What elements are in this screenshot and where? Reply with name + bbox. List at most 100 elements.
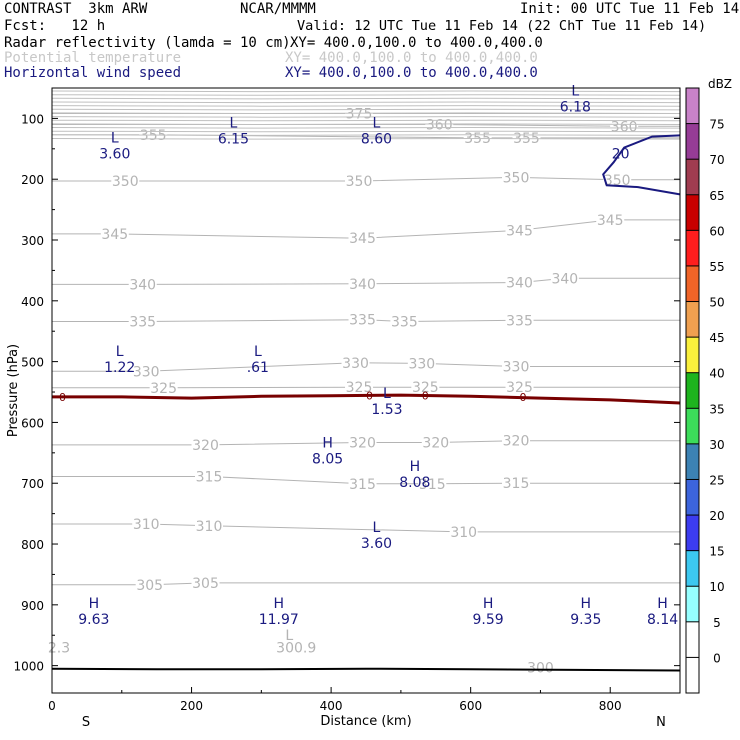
colorbar-swatch bbox=[686, 657, 699, 693]
upper-theta-contour bbox=[51, 116, 681, 118]
theta-label-315: 315 bbox=[503, 476, 530, 492]
theta-contour-330 bbox=[52, 362, 680, 372]
upper-theta-contour bbox=[51, 123, 681, 126]
theta-label-355: 355 bbox=[140, 128, 167, 144]
upper-theta-contour bbox=[51, 112, 681, 115]
theta-label-325: 325 bbox=[346, 380, 373, 396]
forecast-hour: Fcst: 12 h bbox=[4, 18, 106, 34]
colorbar-swatch bbox=[686, 479, 699, 516]
theta-label-315: 315 bbox=[349, 477, 376, 493]
high-marker: H bbox=[657, 596, 668, 612]
colorbar-swatch bbox=[686, 550, 699, 587]
theta-contour-335 bbox=[52, 319, 680, 323]
theta-label-340: 340 bbox=[551, 271, 578, 287]
theta-label-350: 350 bbox=[112, 174, 139, 190]
theta-contour-360 bbox=[52, 124, 680, 127]
upper-theta-contour bbox=[51, 105, 681, 107]
theta-label-bg bbox=[111, 173, 140, 189]
theta-label-bg bbox=[596, 211, 625, 227]
theta-label-bg bbox=[449, 523, 478, 539]
zero-dbz-label: 0 bbox=[59, 391, 66, 404]
theta-label-bg bbox=[505, 379, 534, 395]
theta-label-330: 330 bbox=[133, 364, 160, 380]
field-reflectivity-xy: XY= 400.0,100.0 to 400.0,400.0 bbox=[290, 35, 543, 51]
field-wind-xy: XY= 400.0,100.0 to 400.0,400.0 bbox=[285, 65, 538, 81]
upper-theta-contour bbox=[51, 134, 681, 136]
theta-label-bg bbox=[195, 468, 223, 484]
colorbar-swatch bbox=[686, 515, 699, 551]
theta-label-340: 340 bbox=[129, 277, 156, 293]
theta-label-bg bbox=[421, 434, 450, 450]
colorbar-swatch bbox=[686, 443, 699, 480]
annotation-label: 2.3 bbox=[48, 640, 70, 656]
theta-label-320: 320 bbox=[503, 434, 530, 450]
field-theta-xy: XY= 400.0,100.0 to 400.0,400.0 bbox=[285, 50, 538, 66]
colorbar-tick-label: 25 bbox=[709, 473, 724, 487]
theta-label-305: 305 bbox=[136, 578, 163, 594]
colorbar-tick-label: 55 bbox=[709, 260, 724, 274]
colorbar-tick-label: 65 bbox=[709, 189, 724, 203]
theta-contour-305 bbox=[52, 582, 680, 586]
theta-label-315: 315 bbox=[419, 477, 446, 493]
low-marker: L bbox=[254, 344, 262, 360]
colorbar-tick-label: 45 bbox=[709, 331, 724, 345]
upper-theta-contour bbox=[51, 97, 681, 100]
high-marker: H bbox=[483, 596, 494, 612]
annotation-label: L bbox=[285, 628, 293, 644]
extremum-value: 9.63 bbox=[78, 612, 109, 628]
extremum-value: 1.53 bbox=[371, 402, 402, 418]
theta-contour-340 bbox=[52, 277, 680, 285]
high-marker: H bbox=[322, 435, 333, 451]
y-tick-label: 400 bbox=[21, 295, 44, 309]
theta-label-360: 360 bbox=[426, 117, 453, 133]
colorbar-tick-label: 60 bbox=[709, 224, 724, 238]
theta-label-360: 360 bbox=[611, 119, 638, 135]
theta-label-bg bbox=[502, 169, 531, 185]
theta-label-bg bbox=[502, 475, 531, 491]
theta-label-bg bbox=[463, 129, 492, 145]
extremum-value: 9.35 bbox=[570, 612, 601, 628]
upper-theta-contour bbox=[51, 130, 681, 133]
extremum-value: 9.59 bbox=[473, 612, 504, 628]
colorbar-swatch bbox=[686, 621, 699, 658]
colorbar-swatch bbox=[686, 265, 699, 302]
theta-label-bg bbox=[149, 379, 178, 395]
north-label: N bbox=[656, 715, 666, 730]
y-tick-label: 900 bbox=[21, 599, 44, 613]
zero-dbz-label: 0 bbox=[422, 390, 429, 403]
theta-label-315: 315 bbox=[196, 470, 223, 486]
colorbar-unit: dBZ bbox=[708, 77, 732, 91]
extremum-value: 11.97 bbox=[259, 612, 299, 628]
colorbar-tick-label: 50 bbox=[709, 296, 724, 310]
theta-label-300: 300 bbox=[527, 660, 554, 676]
theta-label-bg bbox=[128, 276, 157, 292]
theta-label-320: 320 bbox=[192, 438, 219, 454]
low-marker: L bbox=[373, 520, 381, 536]
x-tick-label: 0 bbox=[48, 699, 56, 713]
theta-label-345: 345 bbox=[597, 213, 624, 229]
theta-label-bg bbox=[128, 313, 157, 329]
colorbar-swatch bbox=[686, 337, 699, 373]
theta-label-bg bbox=[348, 230, 377, 246]
theta-label-325: 325 bbox=[412, 380, 439, 396]
field-reflectivity: Radar reflectivity (lamda = 10 cm) bbox=[4, 35, 291, 51]
theta-label-345: 345 bbox=[349, 231, 376, 247]
theta-label-335: 335 bbox=[391, 314, 418, 330]
theta-label-bg bbox=[139, 126, 168, 142]
theta-label-bg bbox=[390, 313, 419, 329]
theta-label-bg bbox=[341, 354, 370, 370]
theta-label-305: 305 bbox=[192, 576, 219, 592]
field-wind: Horizontal wind speed bbox=[4, 65, 182, 81]
zero-dbz-label: 0 bbox=[520, 391, 527, 404]
theta-contour-325 bbox=[52, 386, 680, 389]
y-tick-label: 500 bbox=[21, 356, 44, 370]
theta-label-bg bbox=[505, 222, 534, 238]
low-marker: L bbox=[571, 83, 579, 99]
ground-surface-line bbox=[51, 667, 681, 672]
theta-label-310: 310 bbox=[196, 519, 223, 535]
theta-label-bg bbox=[132, 515, 161, 531]
extremum-value: 8.08 bbox=[399, 475, 430, 491]
valid-time: Valid: 12 UTC Tue 11 Feb 14 (22 ChT Tue … bbox=[297, 18, 707, 34]
x-tick-label: 400 bbox=[320, 699, 343, 713]
